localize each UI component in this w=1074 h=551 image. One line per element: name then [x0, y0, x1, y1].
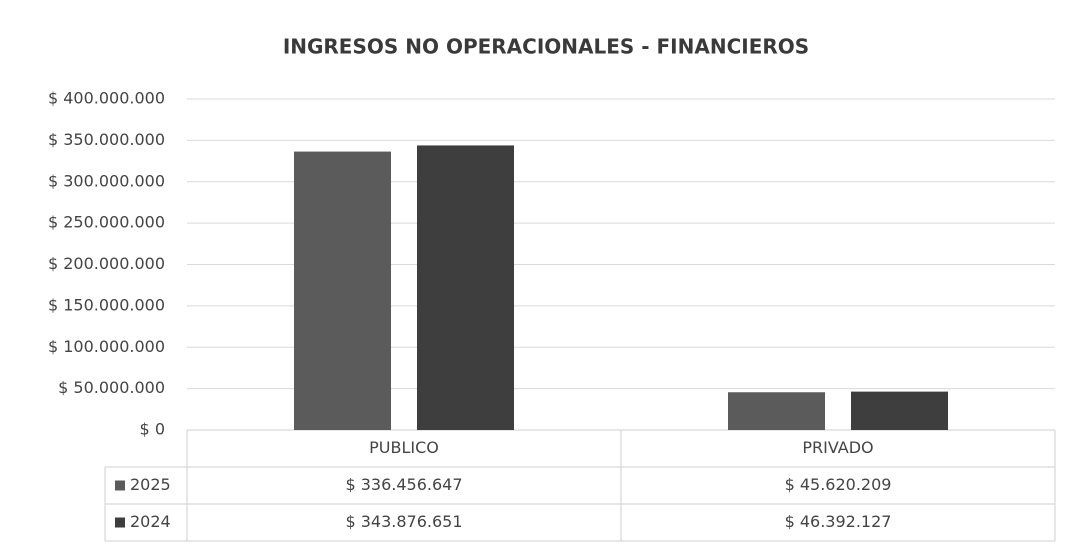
y-tick-label: $ 100.000.000 [48, 337, 165, 356]
y-tick-label: $ 0 [140, 420, 165, 439]
x-tick-label: PRIVADO [802, 438, 873, 457]
table-value: $ 343.876.651 [345, 512, 462, 531]
y-tick-label: $ 250.000.000 [48, 213, 165, 232]
x-tick-label: PUBLICO [369, 438, 439, 457]
y-tick-label: $ 400.000.000 [48, 89, 165, 108]
y-tick-label: $ 350.000.000 [48, 130, 165, 149]
y-tick-label: $ 150.000.000 [48, 295, 165, 314]
bar [851, 391, 948, 430]
legend-swatch [115, 517, 125, 528]
bar [294, 151, 391, 430]
table-value: $ 46.392.127 [785, 512, 892, 531]
bar [417, 145, 514, 430]
chart-title: INGRESOS NO OPERACIONALES - FINANCIEROS [283, 35, 809, 59]
table-value: $ 45.620.209 [785, 475, 892, 494]
legend-label: 2024 [130, 512, 171, 531]
y-tick-label: $ 300.000.000 [48, 171, 165, 190]
y-tick-label: $ 50.000.000 [58, 378, 165, 397]
bar [728, 392, 825, 430]
legend-label: 2025 [130, 475, 171, 494]
y-tick-label: $ 200.000.000 [48, 254, 165, 273]
legend-swatch [115, 480, 125, 491]
table-value: $ 336.456.647 [345, 475, 462, 494]
